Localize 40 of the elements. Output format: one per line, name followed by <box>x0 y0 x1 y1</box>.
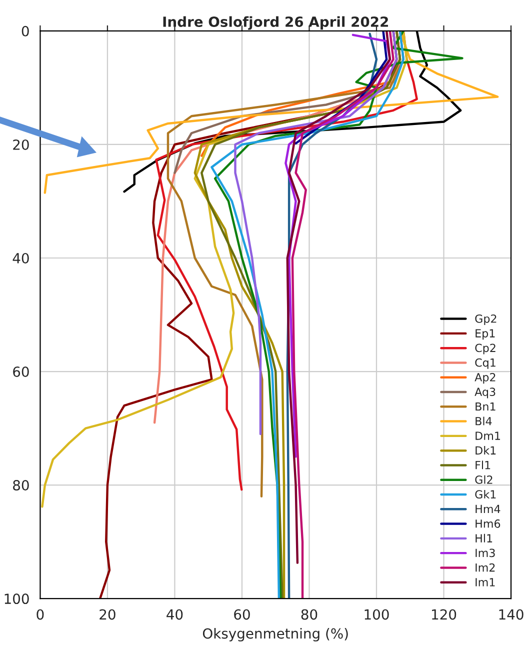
y-tick-label: 0 <box>22 26 29 36</box>
line-series <box>44 30 499 194</box>
y-tick-label: 100 <box>4 594 29 604</box>
line-series <box>284 34 392 458</box>
x-axis-title: Oksygenmetning (%) <box>202 628 348 642</box>
legend-label: Bn1 <box>476 402 496 411</box>
y-tick-label: 40 <box>12 252 29 264</box>
line-series <box>234 30 398 436</box>
legend-label: Im1 <box>476 578 495 586</box>
x-tick-label: 80 <box>301 609 318 620</box>
legend-label: Hl1 <box>476 534 492 542</box>
y-tick-label: 20 <box>13 139 29 150</box>
x-tick-label: 120 <box>432 609 456 620</box>
y-tick-label: 60 <box>13 366 29 377</box>
x-tick-label: 140 <box>499 609 524 620</box>
line-series <box>214 30 464 599</box>
legend-label: Dm1 <box>476 432 500 440</box>
chart-title: Indre Oslofjord 26 April 2022 <box>163 16 388 30</box>
legend-label: Gl2 <box>475 475 492 484</box>
legend-label: Hm4 <box>476 504 500 514</box>
line-series <box>294 30 388 144</box>
legend-label: Cq1 <box>475 358 496 369</box>
legend-label: Ep1 <box>476 329 495 340</box>
legend-label: Dk1 <box>476 446 496 454</box>
legend-label: Fl1 <box>476 460 490 470</box>
legend-label: Im3 <box>476 548 495 558</box>
legend-label: Im2 <box>476 563 495 572</box>
legend-label: Cp2 <box>475 344 496 354</box>
x-tick-label: 0 <box>36 609 44 620</box>
legend-label: Hm6 <box>476 519 500 528</box>
y-tick-label: 80 <box>13 480 29 491</box>
x-tick-label: 100 <box>364 609 389 620</box>
legend-label: Aq3 <box>474 388 496 398</box>
x-tick-label: 60 <box>234 609 250 620</box>
legend-label: Ap2 <box>474 373 496 384</box>
legend-label: Gp2 <box>475 314 496 325</box>
x-tick-label: 40 <box>166 609 183 620</box>
legend-label: Bl4 <box>476 416 492 426</box>
x-tick-label: 20 <box>100 609 116 620</box>
legend-label: Gk1 <box>475 490 496 499</box>
